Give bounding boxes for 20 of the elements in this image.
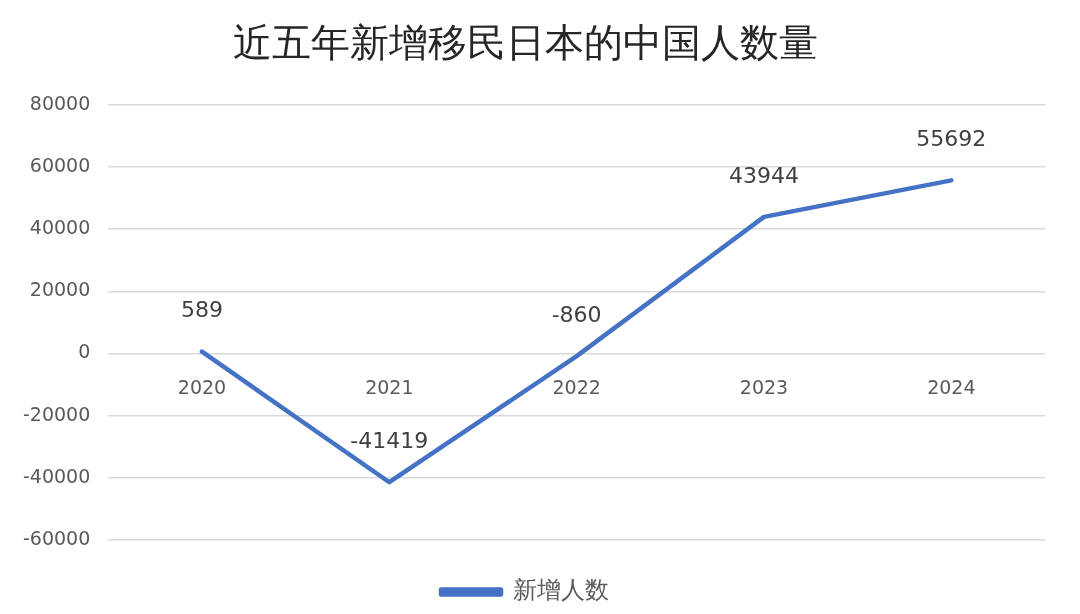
chart-title: 近五年新增移民日本的中国人数量 (232, 19, 818, 65)
y-tick-label: 40000 (29, 216, 91, 239)
x-tick-label: 2024 (927, 375, 976, 398)
y-tick-label: -60000 (22, 526, 91, 549)
data-label: -860 (551, 301, 602, 327)
data-label: -41419 (350, 427, 429, 453)
y-tick-label: -40000 (22, 464, 91, 487)
y-tick-label: 80000 (29, 91, 91, 114)
data-label: 55692 (916, 126, 987, 152)
x-tick-label: 2022 (552, 375, 601, 398)
data-label: 589 (180, 297, 223, 323)
x-tick-label: 2021 (365, 375, 414, 398)
y-tick-label: 0 (78, 340, 91, 363)
x-tick-label: 2023 (739, 375, 789, 398)
y-tick-label: 60000 (29, 153, 91, 176)
x-tick-label: 2020 (177, 375, 227, 398)
data-label: 43944 (728, 162, 799, 188)
y-tick-label: -20000 (22, 402, 91, 425)
y-tick-label: 20000 (29, 278, 91, 301)
legend-label: 新增人数 (513, 576, 609, 605)
